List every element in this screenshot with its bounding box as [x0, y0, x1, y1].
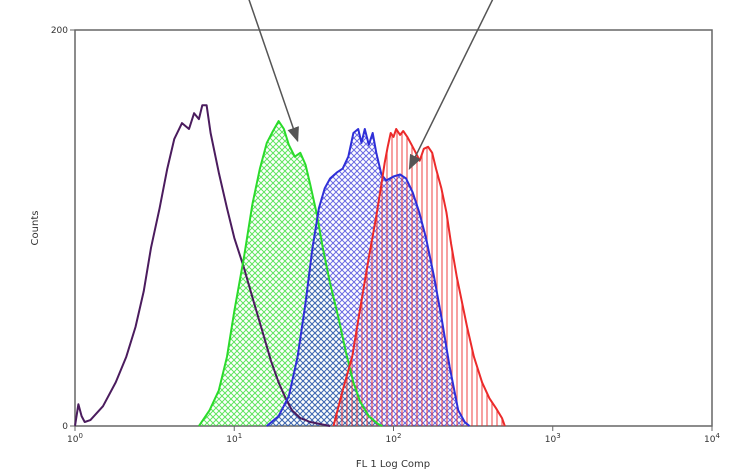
annotation-arrow-1	[248, 0, 299, 143]
x-tick-label: 101	[226, 432, 242, 445]
x-tick-label: 102	[386, 432, 402, 445]
histogram-blue-line	[266, 128, 471, 427]
x-axis-label: FL 1 Log Comp	[356, 459, 430, 470]
histogram-red-fill	[333, 129, 505, 426]
axes-layer: 100 101 102 103 104 0 200	[51, 26, 721, 445]
histogram-green-line	[198, 120, 383, 427]
histogram-purple-line	[74, 104, 331, 427]
annotation-arrow-2	[408, 0, 494, 170]
annotation-layer	[248, 0, 494, 170]
y-tick-label: 0	[62, 422, 68, 432]
x-tick-label: 103	[545, 432, 561, 445]
series-layer	[74, 104, 506, 427]
x-tick-label: 100	[67, 432, 83, 445]
y-tick-label: 200	[51, 26, 68, 36]
y-axis-label: Counts	[30, 211, 41, 246]
x-tick-label: 104	[704, 432, 720, 445]
